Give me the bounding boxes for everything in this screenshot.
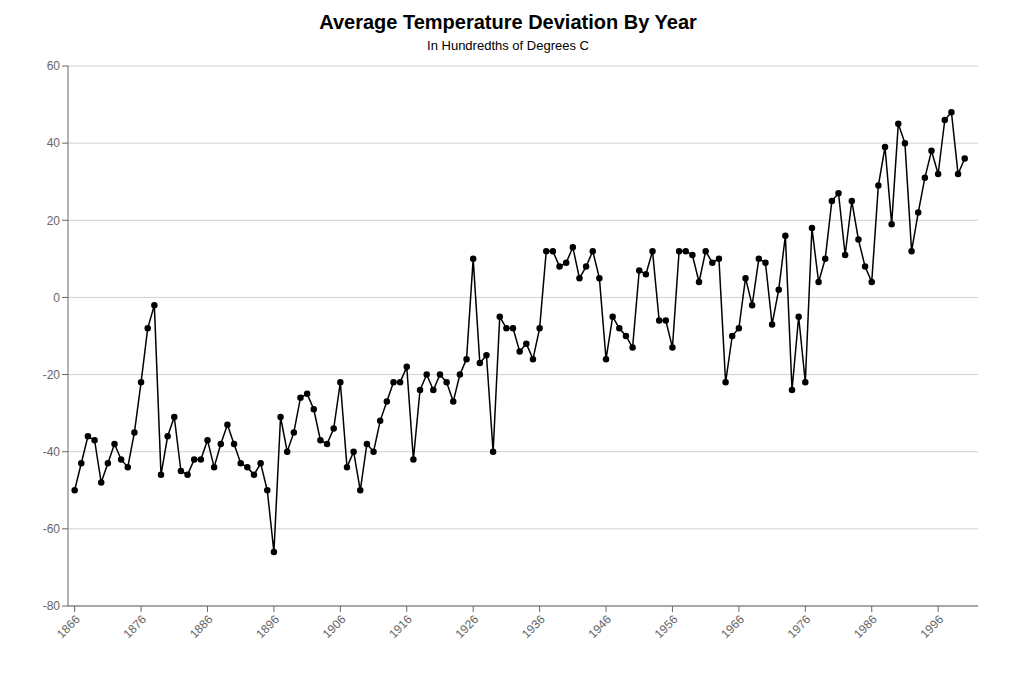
svg-text:1936: 1936 xyxy=(519,612,548,641)
svg-text:60: 60 xyxy=(47,59,61,73)
svg-text:1996: 1996 xyxy=(918,612,947,641)
svg-text:1976: 1976 xyxy=(785,612,814,641)
svg-text:20: 20 xyxy=(47,214,61,228)
svg-text:1916: 1916 xyxy=(386,612,415,641)
svg-text:-80: -80 xyxy=(43,599,61,613)
svg-text:0: 0 xyxy=(53,291,60,305)
svg-text:1946: 1946 xyxy=(585,612,614,641)
html-text:Average Temperature Deviation: Average Temperature Deviation By Year xyxy=(319,11,697,33)
svg-text:1866: 1866 xyxy=(54,612,83,641)
svg-text:1896: 1896 xyxy=(253,612,282,641)
svg-text:1956: 1956 xyxy=(652,612,681,641)
svg-text:1906: 1906 xyxy=(320,612,349,641)
svg-text:1926: 1926 xyxy=(453,612,482,641)
svg-text:-40: -40 xyxy=(43,445,61,459)
svg-text:1986: 1986 xyxy=(851,612,880,641)
html-text:In Hundredths of Degrees C: In Hundredths of Degrees C xyxy=(427,38,589,53)
svg-text:1966: 1966 xyxy=(718,612,747,641)
svg-text:1876: 1876 xyxy=(120,612,149,641)
svg-text:1886: 1886 xyxy=(187,612,216,641)
svg-text:40: 40 xyxy=(47,136,61,150)
svg-text:-60: -60 xyxy=(43,522,61,536)
svg-text:-20: -20 xyxy=(43,368,61,382)
